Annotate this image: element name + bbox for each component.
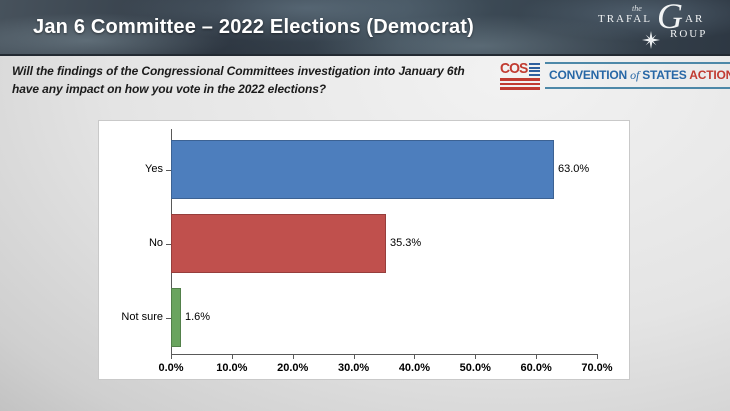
x-tick-label: 20.0% xyxy=(277,362,309,374)
category-label: Yes xyxy=(145,162,163,175)
cos-acronym: COS xyxy=(500,59,528,77)
bar-chart-plot-area: Yes 63.0% No 35.3% Not sure 1.6% 0.0% 10.0% 20.0… xyxy=(99,121,629,379)
y-axis-tick xyxy=(166,317,171,319)
bar-yes xyxy=(171,140,554,199)
category-label: No xyxy=(148,236,163,249)
x-tick-label: 40.0% xyxy=(398,362,431,374)
x-axis-line xyxy=(171,354,598,355)
bar-no xyxy=(171,214,386,273)
y-axis-tick xyxy=(166,243,171,245)
bar-chart-panel: Yes 63.0% No 35.3% Not sure 1.6% 0.0% 10.0% 20.0… xyxy=(98,120,630,380)
x-tick-label: 70.0% xyxy=(581,362,613,374)
x-axis-tick xyxy=(597,355,598,359)
x-tick-label: 0.0% xyxy=(158,362,184,374)
cos-flag-icon: COS xyxy=(500,59,540,90)
value-label: 1.6% xyxy=(185,310,211,323)
x-axis-tick xyxy=(475,355,477,359)
bar-not-sure xyxy=(171,288,181,347)
x-tick-label: 50.0% xyxy=(459,362,491,374)
x-axis-tick xyxy=(231,355,233,359)
x-axis-tick xyxy=(353,355,355,359)
x-tick-label: 60.0% xyxy=(520,362,552,374)
trafalgar-logo-ar: AR xyxy=(685,13,705,25)
trafalgar-logo-big-g: G xyxy=(657,0,683,36)
cos-flag-red-stripes xyxy=(500,78,540,90)
trafalgar-group-logo: the TRAFAL G AR ROUP xyxy=(594,0,716,52)
category-label: Not sure xyxy=(121,310,163,323)
cos-flag-blue-stripes xyxy=(529,62,540,76)
x-tick-label: 30.0% xyxy=(337,362,370,374)
trafalgar-logo-roup: ROUP xyxy=(670,28,708,40)
survey-question-text: Will the findings of the Congressional C… xyxy=(12,64,465,96)
x-axis-tick xyxy=(414,355,416,359)
x-axis-tick xyxy=(292,355,294,359)
x-axis-tick xyxy=(171,355,172,359)
cos-wordmark-states: STATES xyxy=(642,68,687,82)
trafalgar-logo-trafal: TRAFAL xyxy=(598,13,652,25)
convention-of-states-logo: COS CONVENTION of STATES ACTION xyxy=(500,59,730,90)
cos-wordmark: CONVENTION of STATES ACTION xyxy=(545,62,730,89)
cos-wordmark-convention: CONVENTION xyxy=(549,68,628,82)
header-banner: Jan 6 Committee – 2022 Elections (Democr… xyxy=(0,0,730,56)
x-tick-label: 10.0% xyxy=(216,362,248,374)
value-label: 63.0% xyxy=(558,162,590,175)
y-axis-tick xyxy=(166,169,171,171)
trafalgar-logo-the: the xyxy=(632,4,642,13)
cos-wordmark-of: of xyxy=(630,68,640,82)
x-axis-tick xyxy=(536,355,538,359)
page-title: Jan 6 Committee – 2022 Elections (Democr… xyxy=(33,15,474,38)
cos-wordmark-action: ACTION xyxy=(689,68,730,82)
value-label: 35.3% xyxy=(390,236,422,249)
compass-rose-icon xyxy=(642,31,660,49)
